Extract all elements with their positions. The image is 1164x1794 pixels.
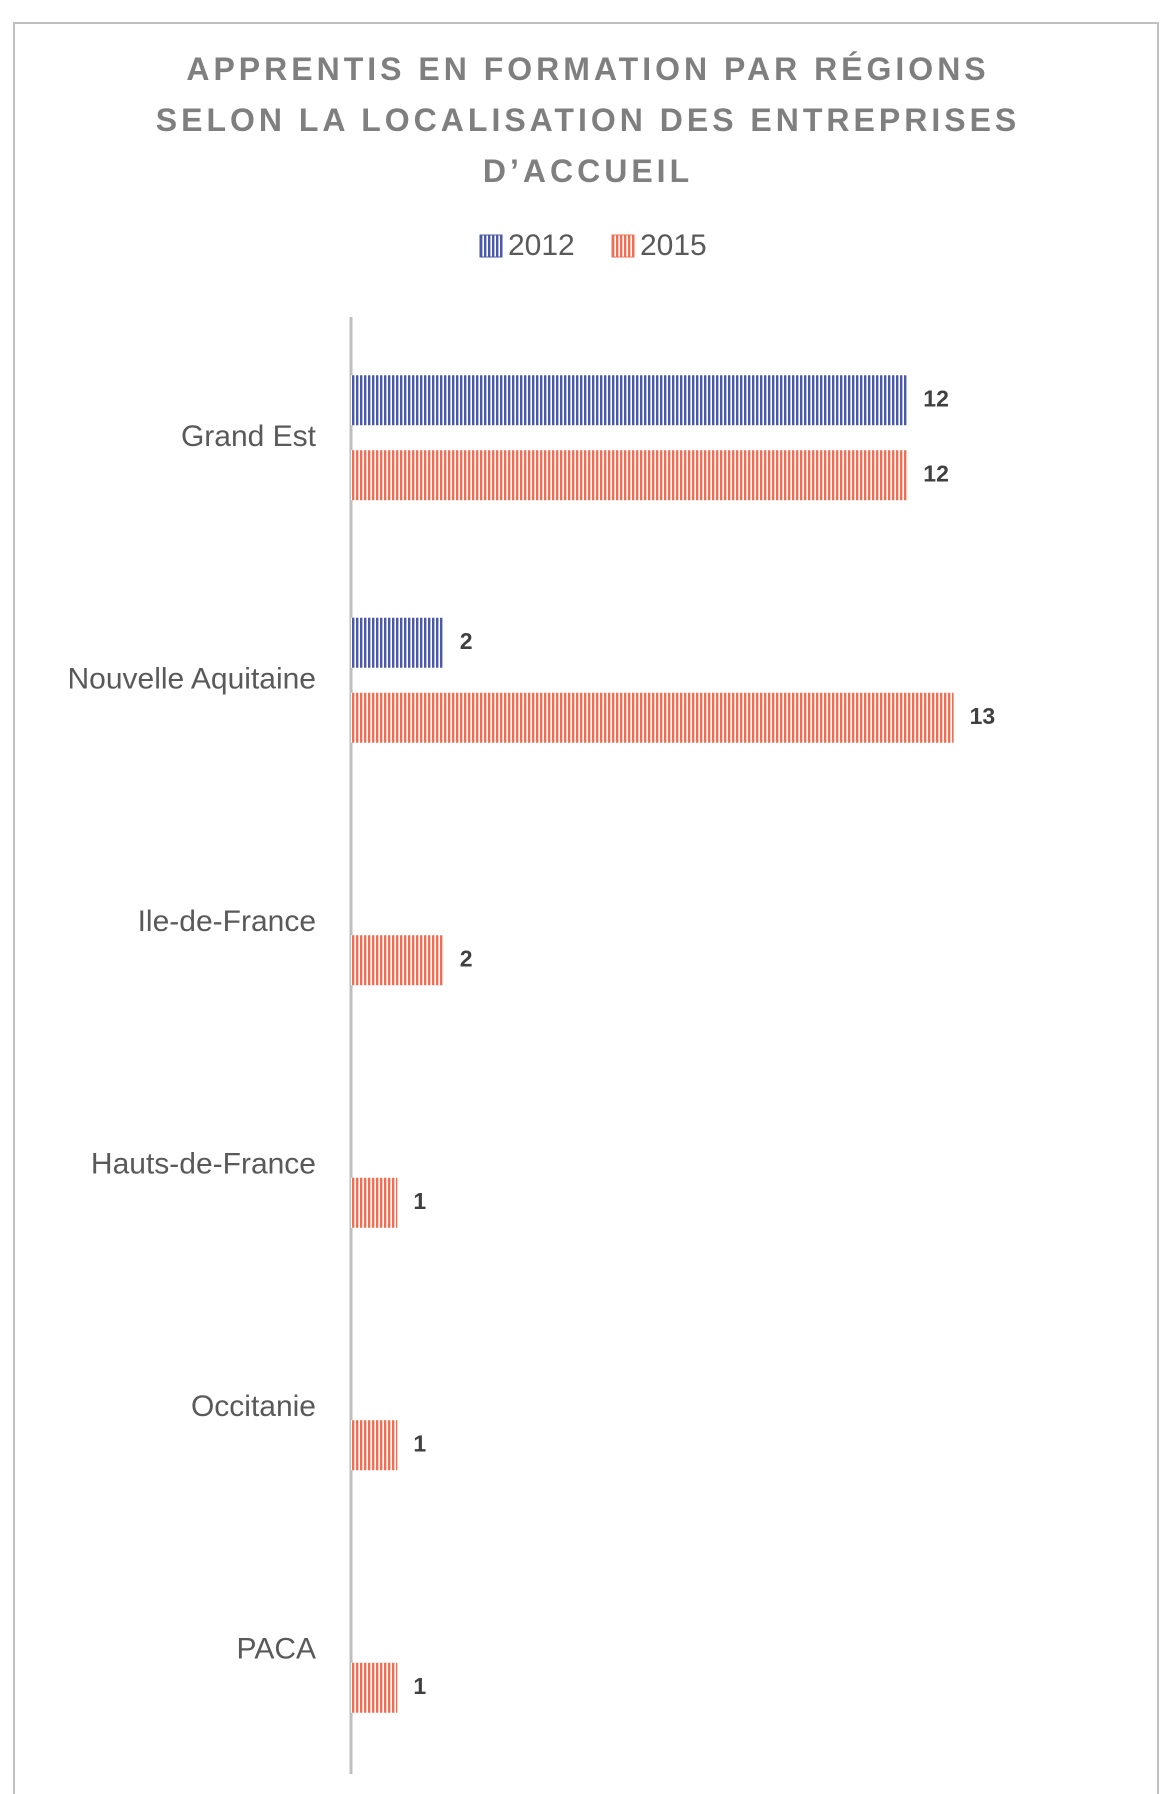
bar bbox=[351, 450, 908, 501]
chart-frame bbox=[13, 22, 1159, 1794]
data-label: 2 bbox=[460, 945, 473, 971]
y-tick-label: PACA bbox=[237, 1633, 316, 1666]
bar bbox=[351, 1662, 398, 1713]
y-tick-label: Occitanie bbox=[191, 1390, 316, 1423]
bar bbox=[351, 935, 444, 986]
data-label: 12 bbox=[923, 460, 949, 486]
bar bbox=[351, 692, 954, 743]
y-tick-label: Grand Est bbox=[181, 420, 317, 453]
legend-swatch bbox=[611, 234, 635, 258]
bar bbox=[351, 1420, 398, 1471]
y-tick-label: Ile-de-France bbox=[138, 905, 316, 938]
data-label: 1 bbox=[413, 1188, 426, 1214]
y-tick-label: Hauts-de-France bbox=[91, 1148, 316, 1181]
chart-title: APPRENTIS EN FORMATION PAR RÉGIONS SELON… bbox=[155, 51, 1021, 189]
legend-label: 2012 bbox=[508, 229, 575, 262]
y-tick-label: Nouvelle Aquitaine bbox=[67, 663, 316, 696]
data-label: 13 bbox=[970, 703, 996, 729]
bar bbox=[351, 1177, 398, 1228]
data-label: 1 bbox=[413, 1673, 426, 1699]
data-label: 12 bbox=[923, 385, 949, 411]
data-label: 2 bbox=[460, 628, 473, 654]
legend-label: 2015 bbox=[640, 229, 707, 262]
bar bbox=[351, 375, 908, 426]
data-label: 1 bbox=[413, 1430, 426, 1456]
bar bbox=[351, 617, 444, 668]
legend-swatch bbox=[479, 234, 503, 258]
